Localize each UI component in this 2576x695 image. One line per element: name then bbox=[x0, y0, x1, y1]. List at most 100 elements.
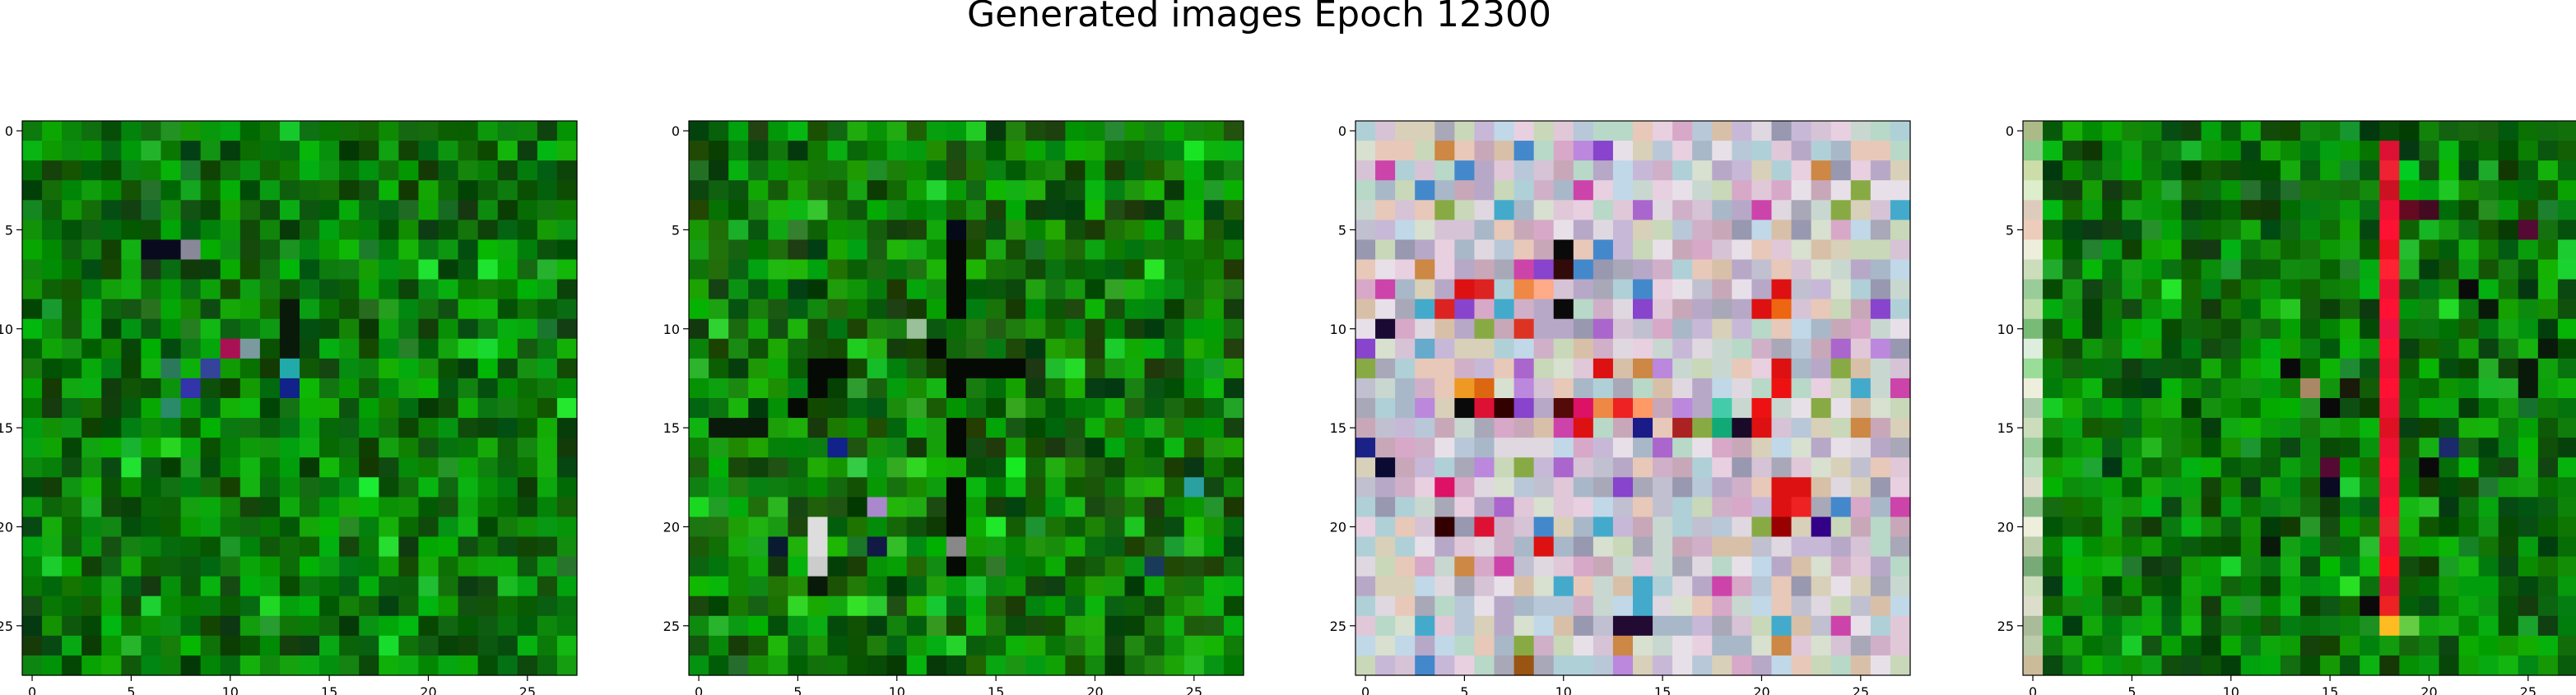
pixel-cell bbox=[537, 457, 558, 478]
pixel-cell bbox=[1890, 358, 1911, 379]
pixel-cell bbox=[2399, 160, 2420, 181]
pixel-cell bbox=[141, 318, 162, 340]
pixel-cell bbox=[517, 358, 538, 379]
pixel-cell bbox=[1672, 517, 1693, 538]
pixel-cell bbox=[946, 338, 967, 359]
pixel-cell bbox=[1633, 121, 1653, 141]
pixel-cell bbox=[2082, 517, 2103, 538]
y-tick-label: 25 bbox=[0, 619, 13, 634]
pixel-cell bbox=[2498, 517, 2519, 538]
pixel-cell bbox=[2300, 200, 2321, 220]
x-tick-label: 10 bbox=[1555, 684, 1572, 695]
pixel-cell bbox=[497, 615, 518, 637]
pixel-cell bbox=[2557, 635, 2576, 656]
pixel-cell bbox=[1692, 457, 1713, 478]
pixel-cell bbox=[319, 517, 340, 538]
pixel-cell bbox=[728, 615, 749, 637]
pixel-cell bbox=[160, 497, 182, 518]
pixel-cell bbox=[1104, 220, 1126, 241]
pixel-cell bbox=[807, 477, 829, 498]
pixel-cell bbox=[2062, 180, 2083, 201]
pixel-cell bbox=[2419, 318, 2440, 340]
pixel-cell bbox=[986, 457, 1007, 478]
pixel-cell bbox=[1355, 536, 1376, 558]
pixel-cell bbox=[1870, 595, 1891, 617]
pixel-cell bbox=[2181, 141, 2202, 161]
pixel-cell bbox=[2043, 279, 2063, 300]
pixel-cell bbox=[2518, 141, 2539, 161]
pixel-cell bbox=[497, 477, 518, 498]
pixel-cell bbox=[689, 220, 709, 241]
pixel-cell bbox=[1415, 517, 1435, 538]
pixel-cell bbox=[1612, 141, 1634, 161]
pixel-cell bbox=[517, 615, 538, 637]
pixel-cell bbox=[220, 398, 241, 419]
pixel-cell bbox=[1375, 595, 1396, 617]
pixel-cell bbox=[458, 279, 479, 300]
pixel-cell bbox=[141, 239, 162, 261]
pixel-cell bbox=[1434, 239, 1455, 261]
pixel-cell bbox=[2043, 160, 2063, 181]
pixel-cell bbox=[986, 418, 1007, 438]
pixel-cell bbox=[2122, 457, 2143, 478]
pixel-cell bbox=[2419, 655, 2440, 676]
pixel-cell bbox=[788, 338, 809, 359]
pixel-cell bbox=[1653, 497, 1673, 518]
pixel-cell bbox=[1653, 635, 1673, 656]
pixel-cell bbox=[1672, 220, 1693, 241]
pixel-cell bbox=[2399, 438, 2420, 458]
pixel-cell bbox=[379, 438, 399, 458]
pixel-cell bbox=[2518, 418, 2539, 438]
pixel-cell bbox=[339, 635, 360, 656]
pixel-cell bbox=[121, 556, 142, 577]
pixel-cell bbox=[220, 497, 241, 518]
pixel-cell bbox=[101, 497, 122, 518]
pixel-cell bbox=[398, 576, 420, 597]
pixel-cell bbox=[827, 180, 849, 201]
pixel-cell bbox=[359, 180, 379, 201]
pixel-cell bbox=[1732, 635, 1753, 656]
pixel-cell bbox=[2240, 180, 2262, 201]
pixel-cell bbox=[121, 536, 142, 558]
pixel-cell bbox=[1593, 438, 1614, 458]
pixel-cell bbox=[1850, 200, 1872, 220]
pixel-cell bbox=[319, 259, 340, 280]
pixel-cell bbox=[1672, 378, 1693, 399]
pixel-cell bbox=[2122, 121, 2143, 141]
pixel-cell bbox=[259, 438, 281, 458]
pixel-cell bbox=[1672, 595, 1693, 617]
pixel-cell bbox=[1183, 239, 1205, 261]
pixel-cell bbox=[2023, 595, 2044, 617]
pixel-cell bbox=[2201, 655, 2222, 676]
pixel-cell bbox=[1553, 655, 1574, 676]
pixel-cell bbox=[1454, 438, 1476, 458]
pixel-cell bbox=[1085, 438, 1106, 458]
pixel-cell bbox=[1355, 259, 1376, 280]
pixel-cell bbox=[1355, 655, 1376, 676]
pixel-cell bbox=[2220, 141, 2242, 161]
pixel-cell bbox=[2340, 220, 2360, 241]
pixel-cell bbox=[1811, 160, 1832, 181]
pixel-cell bbox=[2498, 418, 2519, 438]
pixel-cell bbox=[517, 438, 538, 458]
pixel-cell bbox=[946, 477, 967, 498]
pixel-cell bbox=[1791, 536, 1812, 558]
pixel-cell bbox=[458, 200, 479, 220]
pixel-cell bbox=[1870, 497, 1891, 518]
pixel-cell bbox=[141, 220, 162, 241]
pixel-cell bbox=[1573, 299, 1594, 320]
pixel-cell bbox=[62, 615, 82, 637]
pixel-cell bbox=[2439, 180, 2460, 201]
pixel-cell bbox=[438, 477, 459, 498]
pixel-cell bbox=[1593, 398, 1614, 419]
pixel-cell bbox=[1633, 378, 1653, 399]
pixel-cell bbox=[160, 457, 182, 478]
pixel-cell bbox=[1164, 121, 1185, 141]
pixel-cell bbox=[2419, 279, 2440, 300]
pixel-cell bbox=[517, 517, 538, 538]
pixel-cell bbox=[966, 477, 987, 498]
pixel-cell bbox=[180, 338, 202, 359]
pixel-cell bbox=[101, 576, 122, 597]
pixel-cell bbox=[966, 338, 987, 359]
pixel-cell bbox=[1672, 477, 1693, 498]
